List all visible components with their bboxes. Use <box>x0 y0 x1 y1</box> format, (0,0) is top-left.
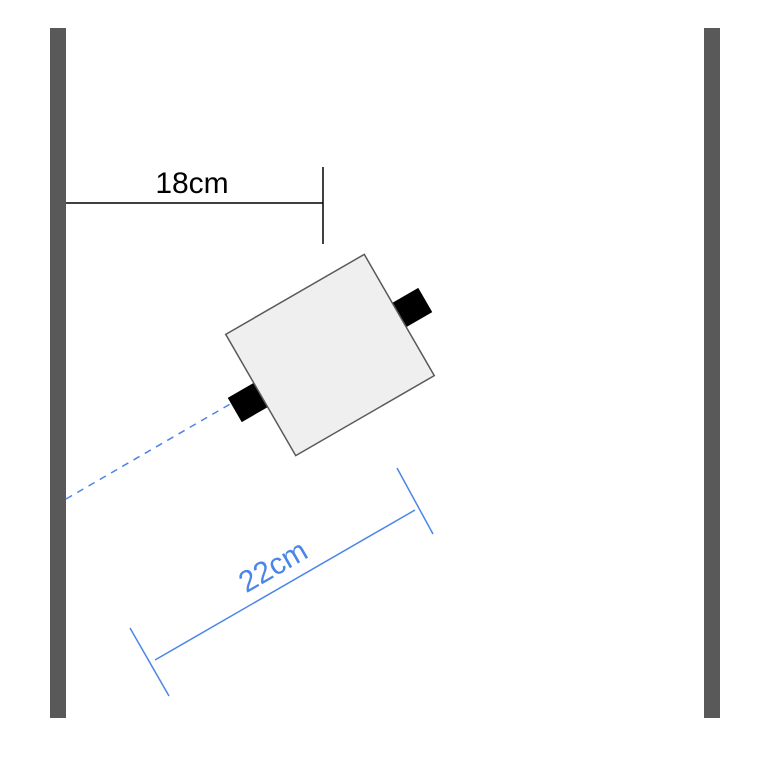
sensor-dimension-tick-start <box>129 627 170 697</box>
sensor-dimension: 22cm <box>129 467 434 697</box>
robot-wheel-right <box>392 287 433 328</box>
horizontal-distance-label: 18cm <box>155 167 228 200</box>
robot-wheel-left <box>227 382 268 423</box>
robot <box>224 253 436 457</box>
sensor-dimension-line <box>154 509 416 661</box>
left-wall <box>50 28 66 718</box>
horizontal-dimension: 18cm <box>66 167 324 244</box>
sensor-dimension-tick-end <box>396 467 434 535</box>
sensor-ray <box>65 402 233 500</box>
sensor-distance-label: 22cm <box>233 534 313 599</box>
robot-body <box>224 253 436 457</box>
right-wall <box>704 28 720 718</box>
